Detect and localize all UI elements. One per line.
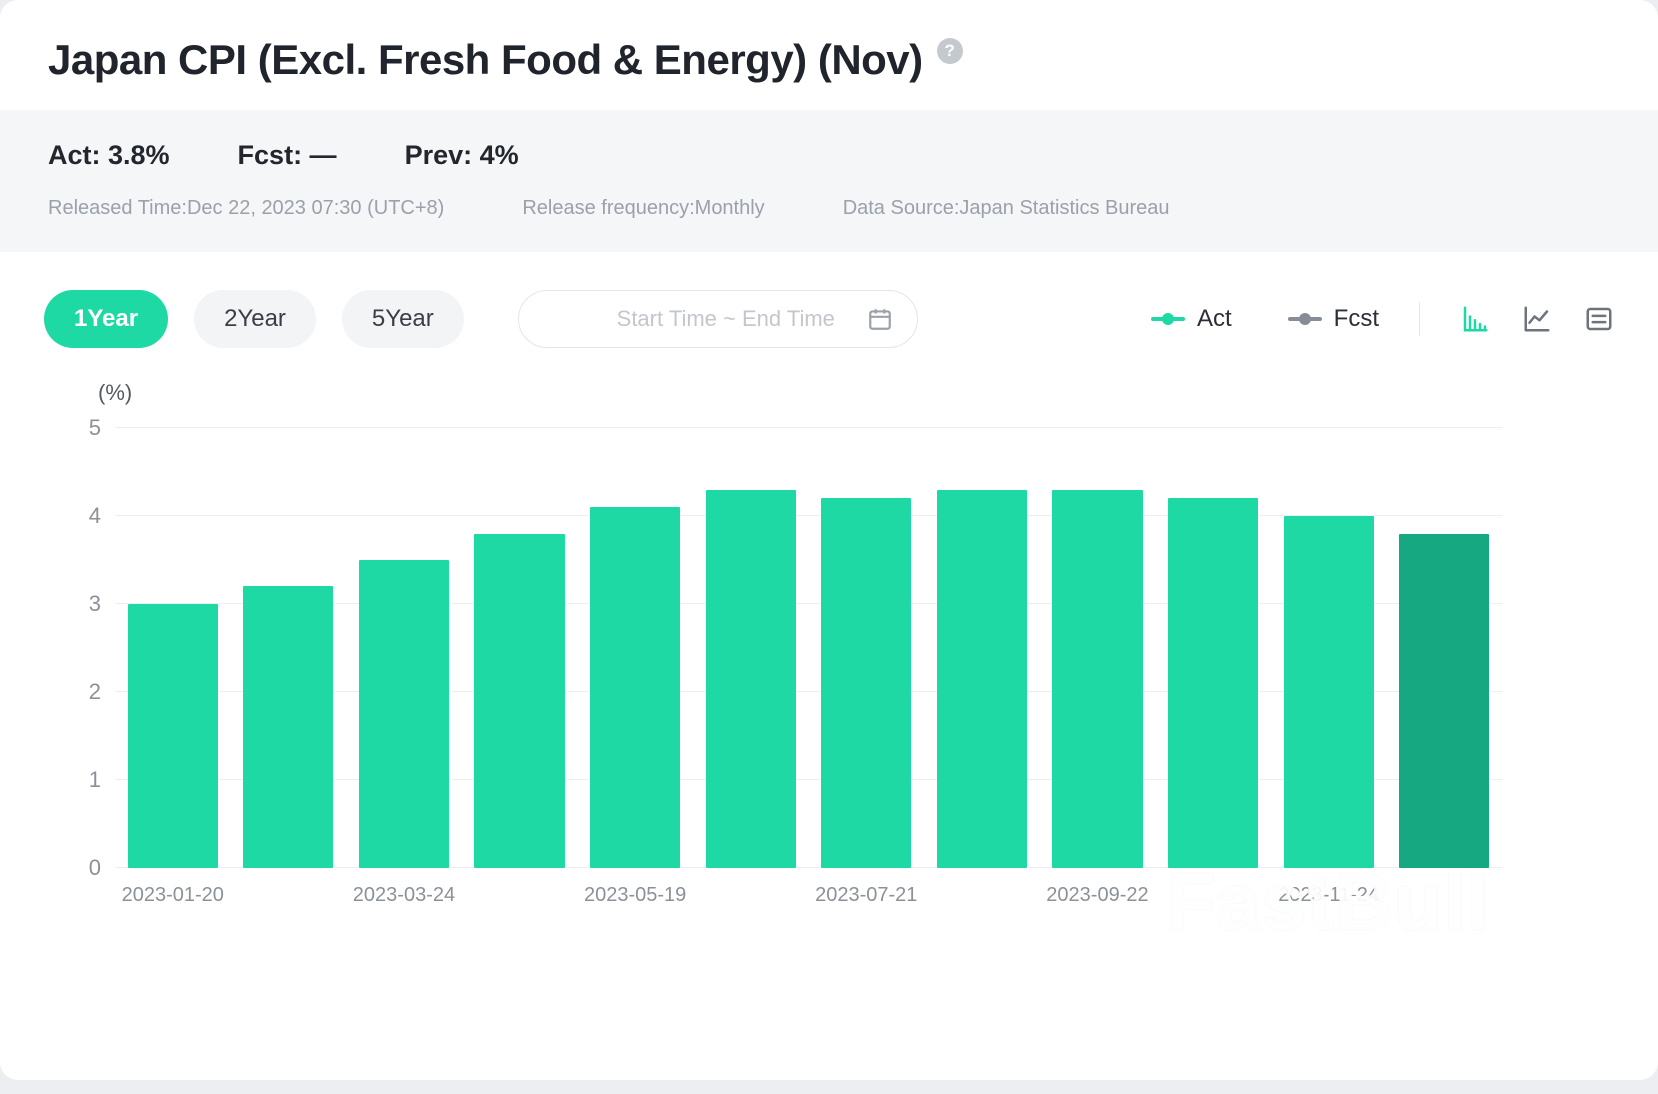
chart-legend: Act Fcst [1150, 305, 1379, 333]
gridline [115, 779, 1502, 780]
bar-11[interactable] [1399, 533, 1490, 868]
legend-fcst-label: Fcst [1333, 305, 1379, 332]
x-tick-label: 2023-07-21 [815, 884, 918, 906]
y-tick-label: 0 [88, 855, 101, 880]
chart-area: (%) 0 1 2 3 4 5 2023-01-20 2023-03-24 2023-05-1… [0, 380, 1658, 928]
stats-meta-row: Released Time:Dec 22, 2023 07:30 (UTC+8)… [48, 197, 1610, 220]
date-range-input[interactable]: Start Time ~ End Time [517, 290, 918, 348]
range-1year-button[interactable]: 1Year [44, 290, 169, 348]
bar-10[interactable] [1283, 516, 1374, 868]
range-5year-button[interactable]: 5Year [341, 290, 464, 348]
gridline [115, 515, 1502, 516]
y-tick-label: 1 [88, 767, 101, 792]
stats-values-row: Act: 3.8% Fcst: — Prev: 4% [48, 140, 1610, 171]
calendar-icon[interactable] [867, 306, 893, 332]
released-time: Released Time:Dec 22, 2023 07:30 (UTC+8) [48, 197, 445, 219]
y-tick-label: 3 [88, 591, 101, 616]
release-frequency: Release frequency:Monthly [522, 197, 765, 219]
stats-strip: Act: 3.8% Fcst: — Prev: 4% Released Time… [0, 110, 1658, 252]
bar-3[interactable] [474, 533, 565, 868]
y-tick-label: 2 [88, 679, 101, 704]
x-tick-label: 2023-11-24 [1278, 884, 1380, 906]
x-tick-label: 2023-09-22 [1046, 884, 1149, 906]
y-tick-label: 5 [88, 415, 101, 440]
x-tick-label: 2023-01-20 [121, 884, 224, 906]
bar-4[interactable] [590, 507, 681, 868]
page-title: Japan CPI (Excl. Fresh Food & Energy) (N… [48, 36, 923, 83]
bar-chart: 0 1 2 3 4 5 [89, 415, 1502, 880]
table-view-icon[interactable] [1584, 304, 1614, 334]
bar-8[interactable] [1052, 489, 1143, 868]
gridline [115, 867, 1502, 868]
gridline [115, 603, 1502, 604]
bar-6[interactable] [821, 498, 912, 868]
line-chart-icon[interactable] [1522, 304, 1552, 334]
chart-type-switcher [1460, 304, 1614, 334]
fcst-series-marker-icon [1287, 317, 1322, 321]
y-tick-label: 4 [88, 503, 101, 528]
bar-chart-icon[interactable] [1460, 304, 1490, 334]
bar-1[interactable] [243, 586, 334, 868]
x-tick-label: 2023-03-24 [352, 884, 456, 906]
forecast-value: Fcst: — [237, 140, 337, 170]
gridline [115, 427, 1502, 428]
x-tick-label: 2023-05-19 [583, 884, 687, 906]
actual-value: Act: 3.8% [48, 140, 170, 170]
bar-2[interactable] [358, 560, 450, 868]
legend-fcst[interactable]: Fcst [1287, 305, 1379, 333]
chart-controls: 1Year 2Year 5Year Start Time ~ End Time … [0, 290, 1658, 348]
act-series-marker-icon [1150, 317, 1185, 321]
bar-0[interactable] [127, 604, 218, 868]
legend-act-label: Act [1196, 305, 1232, 332]
previous-value: Prev: 4% [404, 140, 519, 170]
gridline [115, 691, 1502, 692]
bar-5[interactable] [705, 489, 796, 868]
legend-act[interactable]: Act [1150, 305, 1232, 333]
date-range-placeholder: Start Time ~ End Time [616, 306, 835, 331]
bar-9[interactable] [1167, 498, 1259, 868]
range-2year-button[interactable]: 2Year [194, 290, 316, 348]
x-axis: 2023-01-20 2023-03-24 2023-05-19 2023-07-21… [115, 884, 1502, 928]
divider [1419, 302, 1420, 336]
help-icon[interactable]: ? [936, 38, 963, 64]
y-axis-unit-label: (%) [98, 380, 133, 405]
bar-7[interactable] [936, 489, 1027, 868]
header: Japan CPI (Excl. Fresh Food & Energy) (N… [0, 0, 1658, 110]
data-source: Data Source:Japan Statistics Bureau [842, 197, 1170, 219]
